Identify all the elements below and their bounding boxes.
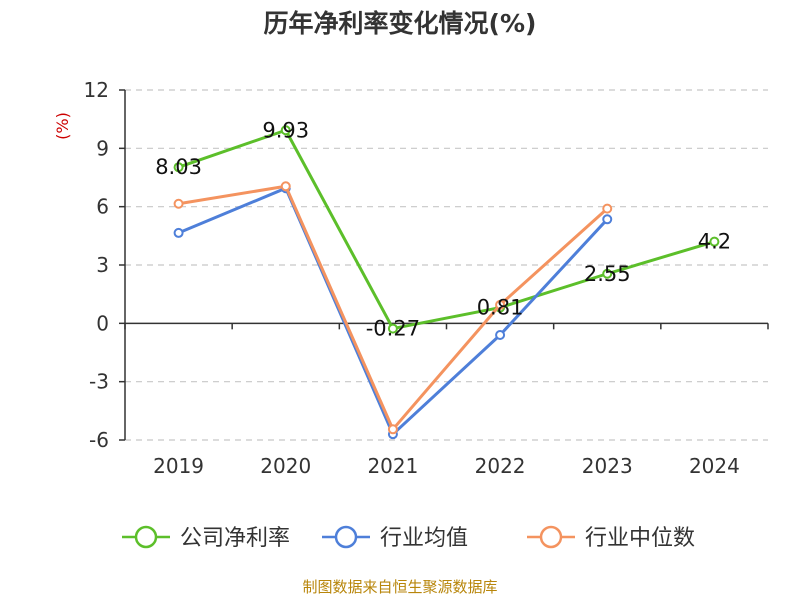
data-point — [173, 227, 184, 238]
data-point — [602, 214, 613, 225]
legend: 公司净利率 行业均值 行业中位数 — [122, 525, 695, 551]
data-point — [602, 268, 613, 279]
data-label: 0.81 — [477, 296, 524, 320]
x-tick-label: 2023 — [582, 454, 633, 478]
legend-label: 行业中位数 — [585, 526, 695, 551]
legend-label: 行业均值 — [380, 526, 468, 551]
axes: -6 -3 0 3 6 9 12 2019 2020 2021 2022 2023 2024 — [84, 78, 769, 478]
series-lines — [173, 125, 720, 440]
data-point — [173, 198, 184, 209]
legend-marker — [334, 525, 358, 549]
data-point — [602, 203, 613, 214]
data-label: 9.93 — [262, 118, 309, 142]
x-tick-label: 2022 — [475, 454, 526, 478]
y-tick-label: -3 — [89, 370, 109, 394]
data-point — [387, 323, 398, 334]
data-point — [280, 181, 291, 192]
y-tick-label: 3 — [96, 253, 109, 277]
chart-title: 历年净利率变化情况(%) — [264, 9, 537, 38]
data-point — [495, 330, 506, 340]
x-tick-label: 2024 — [689, 454, 740, 478]
series-line — [178, 184, 609, 431]
y-tick-label: 6 — [96, 195, 109, 219]
legend-label: 公司净利率 — [180, 526, 290, 551]
grid-lines — [125, 89, 768, 441]
data-point — [709, 236, 720, 247]
y-tick-label: -6 — [89, 428, 109, 452]
data-point — [280, 125, 291, 136]
y-tick-label: 0 — [96, 311, 109, 335]
data-label: 4.2 — [698, 230, 731, 254]
data-point — [495, 299, 506, 310]
data-label: -0.27 — [366, 317, 420, 341]
data-labels: 8.03 9.93 -0.27 0.81 2.55 4.2 — [155, 118, 731, 340]
data-label: 2.55 — [584, 262, 631, 286]
x-tick-label: 2020 — [260, 454, 311, 478]
x-tick-label: 2021 — [367, 454, 418, 478]
legend-marker — [539, 525, 563, 549]
x-tick-label: 2019 — [153, 454, 204, 478]
data-point — [173, 162, 184, 173]
y-tick-label: 12 — [84, 78, 109, 102]
data-point — [387, 424, 398, 435]
series-line — [178, 186, 609, 436]
source-note: 制图数据来自恒生聚源数据库 — [302, 578, 497, 596]
y-tick-label: 9 — [96, 136, 109, 160]
y-axis-label: (%) — [53, 112, 72, 140]
series-line — [178, 128, 715, 331]
legend-marker — [134, 525, 158, 549]
data-label: 8.03 — [155, 155, 202, 179]
